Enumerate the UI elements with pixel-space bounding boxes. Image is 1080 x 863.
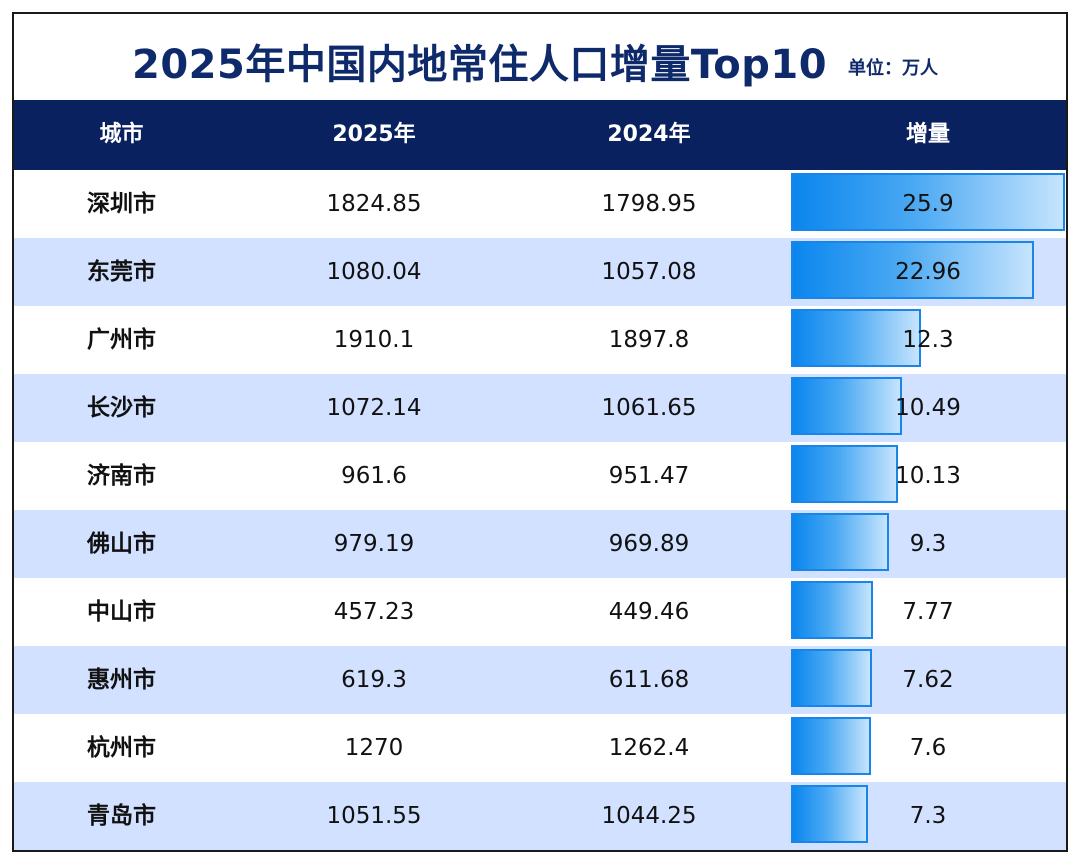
value-2024-cell: 969.89 <box>608 531 690 557</box>
value-2025-cell: 457.23 <box>333 599 415 625</box>
table-frame: 2025年中国内地常住人口增量Top10 单位：万人 城市 2025年 2024… <box>12 12 1068 852</box>
increase-bar <box>791 785 868 843</box>
value-2024-cell: 1061.65 <box>601 395 697 421</box>
increase-value: 12.3 <box>902 327 954 353</box>
increase-bar <box>791 513 889 571</box>
table-row: 佛山市 979.19 969.89 9.3 <box>14 510 1066 578</box>
value-2025-cell: 1824.85 <box>326 191 422 217</box>
increase-bar <box>791 173 1065 231</box>
unit-label: 单位：万人 <box>848 58 938 79</box>
increase-bar <box>791 717 871 775</box>
value-2025-cell: 979.19 <box>333 531 415 557</box>
city-cell: 济南市 <box>87 463 156 489</box>
chart-title: 2025年中国内地常住人口增量Top10 <box>132 42 828 88</box>
table-row: 深圳市 1824.85 1798.95 25.9 <box>14 170 1066 238</box>
value-2024-cell: 1044.25 <box>601 803 697 829</box>
header-city: 城市 <box>99 122 144 147</box>
value-2024-cell: 1262.4 <box>608 735 690 761</box>
value-2025-cell: 619.3 <box>341 667 407 693</box>
increase-value: 9.3 <box>909 531 947 557</box>
increase-value: 7.6 <box>909 735 947 761</box>
header-2025: 2025年 <box>332 122 416 147</box>
table-row: 长沙市 1072.14 1061.65 10.49 <box>14 374 1066 442</box>
value-2025-cell: 1080.04 <box>326 259 422 285</box>
increase-bar <box>791 581 873 639</box>
city-cell: 东莞市 <box>87 259 156 285</box>
increase-bar <box>791 309 921 367</box>
value-2025-cell: 1910.1 <box>333 327 415 353</box>
value-2024-cell: 1798.95 <box>601 191 697 217</box>
value-2025-cell: 1051.55 <box>326 803 422 829</box>
table-row: 广州市 1910.1 1897.8 12.3 <box>14 306 1066 374</box>
city-cell: 青岛市 <box>87 803 156 829</box>
table-row: 济南市 961.6 951.47 10.13 <box>14 442 1066 510</box>
city-cell: 佛山市 <box>87 531 156 557</box>
increase-value: 22.96 <box>895 259 961 285</box>
table-row: 青岛市 1051.55 1044.25 7.3 <box>14 782 1066 850</box>
increase-bar <box>791 377 902 435</box>
city-cell: 杭州市 <box>87 735 156 761</box>
value-2024-cell: 1057.08 <box>601 259 697 285</box>
value-2024-cell: 1897.8 <box>608 327 690 353</box>
table-row: 杭州市 1270 1262.4 7.6 <box>14 714 1066 782</box>
city-cell: 惠州市 <box>87 667 156 693</box>
city-cell: 中山市 <box>87 599 156 625</box>
increase-value: 7.77 <box>902 599 954 625</box>
increase-value: 10.49 <box>895 395 961 421</box>
increase-value: 7.62 <box>902 667 954 693</box>
table-row: 东莞市 1080.04 1057.08 22.96 <box>14 238 1066 306</box>
title-row: 2025年中国内地常住人口增量Top10 单位：万人 <box>14 14 1066 100</box>
increase-value: 25.9 <box>902 191 954 217</box>
city-cell: 广州市 <box>87 327 156 353</box>
value-2025-cell: 961.6 <box>341 463 407 489</box>
header-increase: 增量 <box>905 122 950 147</box>
value-2024-cell: 611.68 <box>608 667 690 693</box>
value-2025-cell: 1072.14 <box>326 395 422 421</box>
increase-value: 10.13 <box>895 463 961 489</box>
value-2025-cell: 1270 <box>344 735 404 761</box>
increase-bar <box>791 445 898 503</box>
table-row: 惠州市 619.3 611.68 7.62 <box>14 646 1066 714</box>
table-header: 城市 2025年 2024年 增量 <box>14 100 1066 170</box>
value-2024-cell: 449.46 <box>608 599 690 625</box>
increase-bar <box>791 241 1034 299</box>
increase-value: 7.3 <box>909 803 947 829</box>
city-cell: 长沙市 <box>87 395 156 421</box>
increase-bar <box>791 649 872 707</box>
table-row: 中山市 457.23 449.46 7.77 <box>14 578 1066 646</box>
city-cell: 深圳市 <box>87 191 156 217</box>
header-2024: 2024年 <box>607 122 691 147</box>
value-2024-cell: 951.47 <box>608 463 690 489</box>
